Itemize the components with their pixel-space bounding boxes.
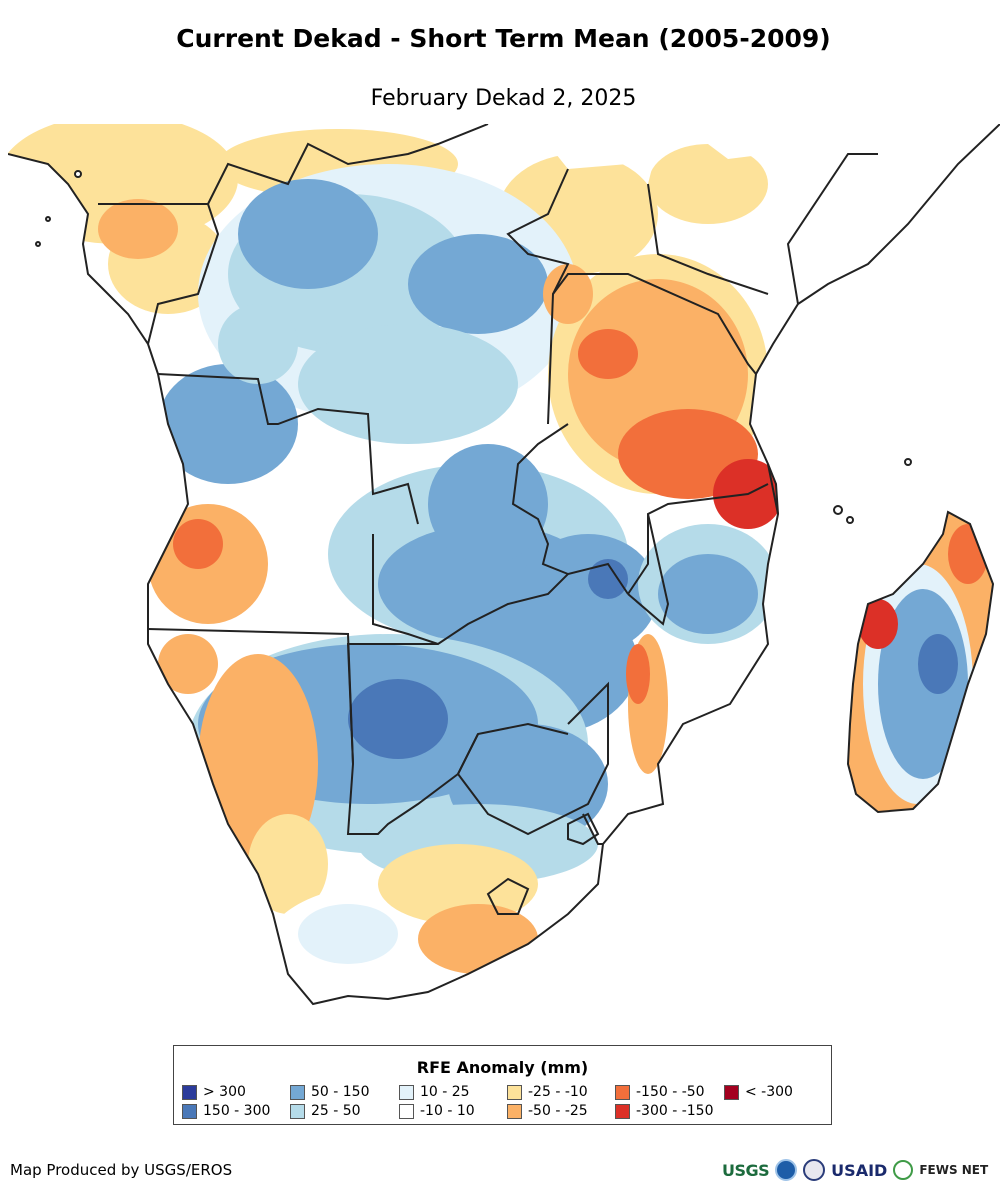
legend-label: -50 - -25: [528, 1103, 588, 1119]
legend-swatch: [399, 1084, 414, 1100]
noaa-logo-icon: [775, 1159, 798, 1181]
legend-swatch: [290, 1084, 305, 1100]
legend: RFE Anomaly (mm) > 300 150 - 300 50 - 150 2…: [173, 1045, 832, 1125]
legend-title: RFE Anomaly (mm): [416, 1058, 589, 1077]
legend-item: < -300: [724, 1084, 793, 1100]
logo-strip: USGS USAID FEWS NET: [722, 1157, 1002, 1183]
legend-swatch: [615, 1084, 630, 1100]
legend-item: -150 - -50: [615, 1084, 705, 1100]
fewsnet-logo-icon: FEWS NET: [919, 1163, 989, 1177]
legend-swatch: [507, 1103, 522, 1119]
credit-text: Map Produced by USGS/EROS: [10, 1161, 233, 1179]
legend-item: -300 - -150: [615, 1103, 714, 1119]
legend-label: 25 - 50: [311, 1103, 361, 1119]
legend-label: -300 - -150: [636, 1103, 714, 1119]
legend-item: -25 - -10: [507, 1084, 588, 1100]
usgs-logo-icon: USGS: [722, 1160, 770, 1180]
legend-swatch: [724, 1084, 739, 1100]
legend-item: 10 - 25: [399, 1084, 470, 1100]
legend-swatch: [290, 1103, 305, 1119]
legend-item: -10 - 10: [399, 1103, 475, 1119]
legend-label: -10 - 10: [420, 1103, 475, 1119]
legend-item: 150 - 300: [182, 1103, 270, 1119]
map-subtitle: February Dekad 2, 2025: [370, 86, 637, 111]
mainland-coastline: [8, 124, 1000, 1006]
legend-swatch: [399, 1103, 414, 1119]
legend-label: 50 - 150: [311, 1084, 370, 1100]
anomaly-map: [8, 124, 1000, 1006]
country-borders: [98, 124, 878, 915]
legend-item: > 300: [182, 1084, 246, 1100]
mainland-anomaly-field: [8, 124, 1000, 1004]
legend-label: -150 - -50: [636, 1084, 705, 1100]
legend-item: -50 - -25: [507, 1103, 588, 1119]
legend-swatch: [615, 1103, 630, 1119]
legend-item: 50 - 150: [290, 1084, 370, 1100]
fewsnet-globe-icon: [893, 1160, 914, 1180]
legend-swatch: [182, 1103, 197, 1119]
usaid-logo-icon: USAID: [831, 1160, 888, 1180]
commerce-seal-icon: [803, 1159, 826, 1181]
legend-label: > 300: [203, 1084, 246, 1100]
legend-label: 150 - 300: [203, 1103, 271, 1119]
legend-label: < -300: [745, 1084, 793, 1100]
madagascar-coastline: [846, 510, 995, 814]
madagascar-anomaly-field: [848, 512, 993, 812]
legend-item: 25 - 50: [290, 1103, 361, 1119]
legend-swatch: [182, 1084, 197, 1100]
map-title: Current Dekad - Short Term Mean (2005-20…: [176, 24, 831, 53]
small-islands: [35, 170, 912, 524]
legend-swatch: [507, 1084, 522, 1100]
legend-label: -25 - -10: [528, 1084, 588, 1100]
legend-label: 10 - 25: [420, 1084, 470, 1100]
